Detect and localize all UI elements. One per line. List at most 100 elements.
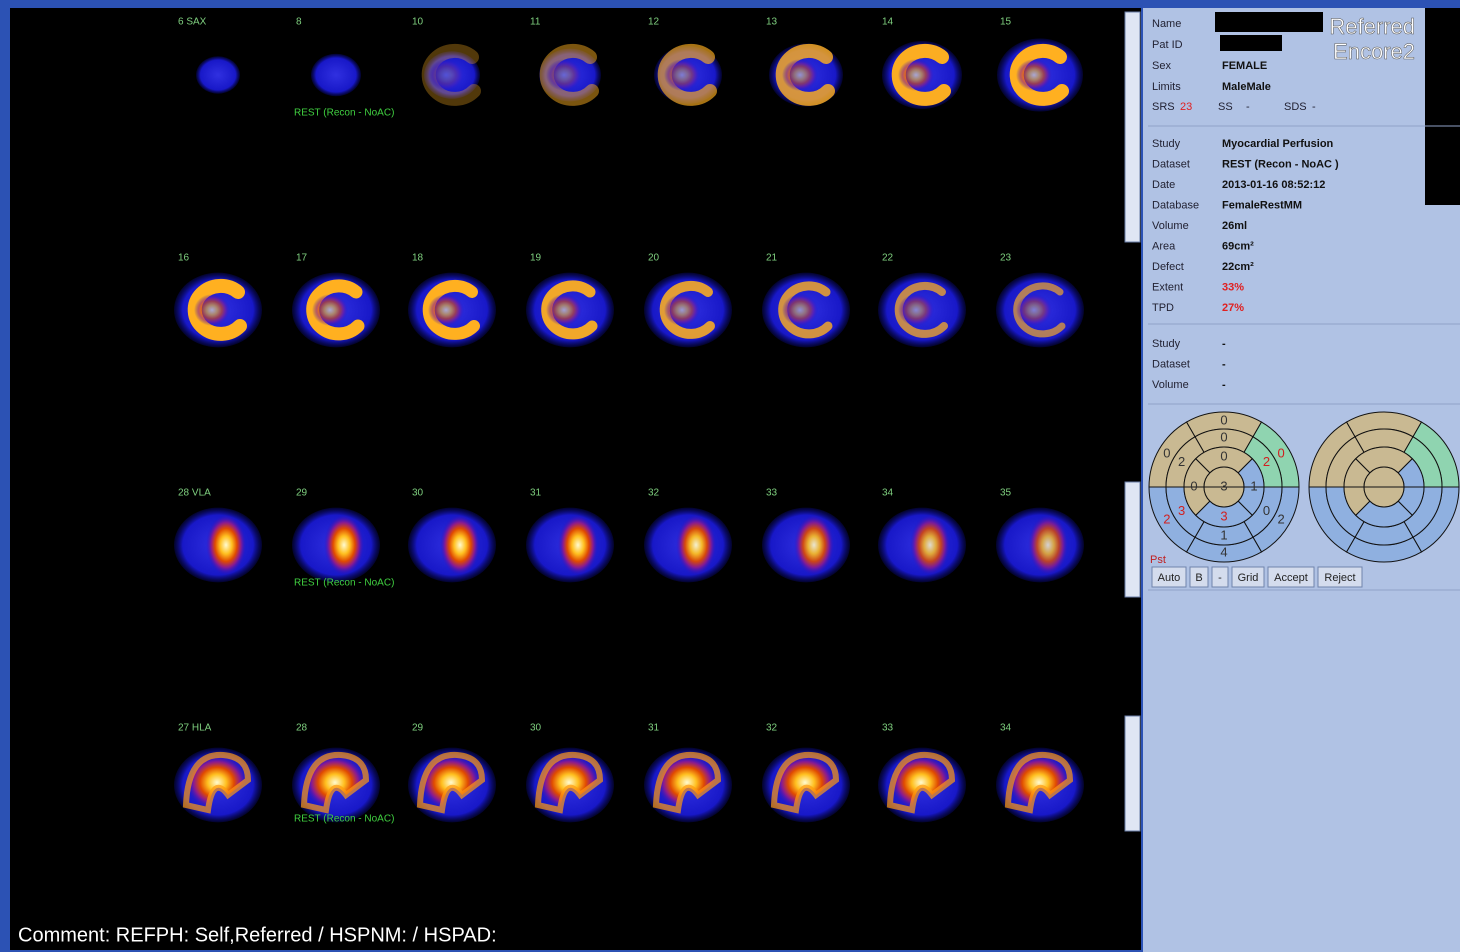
scrollbar[interactable] — [1124, 481, 1141, 598]
uptake-shape — [324, 515, 364, 575]
slice-uptake — [539, 43, 599, 106]
polar-score: 0 — [1163, 445, 1170, 460]
uptake-shape — [558, 515, 598, 575]
polar-score: 0 — [1220, 448, 1227, 463]
uptake-core — [664, 294, 700, 326]
slice-label: 28 VLA — [178, 488, 211, 499]
redacted-name — [1215, 12, 1323, 32]
slice-uptake — [652, 751, 722, 814]
slice-label: 33 — [882, 723, 894, 734]
field-value: Myocardial Perfusion — [1222, 138, 1334, 150]
field-label: Study — [1152, 338, 1181, 350]
slice-uptake — [422, 279, 480, 340]
comment: Comment: REFPH: Self,Referred / HSPNM: /… — [18, 924, 497, 946]
polar-score: 4 — [1220, 544, 1227, 559]
slice-label: 20 — [648, 253, 660, 264]
slice-label: 30 — [412, 488, 424, 499]
button[interactable] — [1231, 566, 1265, 588]
slice-uptake — [440, 515, 480, 575]
scrollbar[interactable] — [1124, 715, 1141, 832]
field-label: Area — [1152, 240, 1176, 252]
slice-uptake — [1013, 282, 1066, 338]
score-value: - — [1312, 101, 1316, 113]
button[interactable] — [1267, 566, 1315, 588]
button-label[interactable]: Auto — [1158, 572, 1181, 584]
slice-label: 22 — [882, 253, 894, 264]
uptake-core — [546, 294, 582, 326]
slice-uptake — [657, 43, 717, 106]
field-label: Volume — [1152, 220, 1189, 232]
field-value: 2013-01-16 08:52:12 — [1222, 179, 1325, 191]
slice-label: 21 — [766, 253, 778, 264]
slice-label: 15 — [1000, 17, 1012, 28]
score-label: SS — [1218, 101, 1233, 113]
score-label: SDS — [1284, 101, 1307, 113]
polar-score: 0 — [1278, 445, 1285, 460]
uptake-shape — [1004, 751, 1074, 814]
slice-uptake — [534, 751, 604, 814]
button[interactable] — [1317, 566, 1363, 588]
field-value: 27% — [1222, 302, 1244, 314]
field-value: - — [1222, 358, 1226, 370]
field-label: Date — [1152, 179, 1175, 191]
uptake-core — [312, 294, 348, 326]
button-label[interactable]: Grid — [1238, 572, 1259, 584]
polar-score: 0 — [1263, 503, 1270, 518]
slice-uptake — [770, 751, 840, 814]
field-label: Defect — [1152, 261, 1184, 273]
uptake-shape — [300, 751, 370, 814]
uptake-core — [546, 59, 582, 91]
slice-label: 17 — [296, 253, 308, 264]
slice-uptake — [206, 515, 246, 575]
polar-score: 2 — [1278, 511, 1285, 526]
button[interactable] — [1189, 566, 1209, 588]
slice-uptake — [794, 515, 834, 575]
slice-label: 32 — [766, 723, 778, 734]
uptake-core — [428, 59, 464, 91]
polar-score: 0 — [1220, 412, 1227, 427]
button-label[interactable]: Reject — [1324, 572, 1355, 584]
field-value: 22cm² — [1222, 261, 1254, 273]
slice-uptake — [659, 280, 715, 339]
button-label[interactable]: Accept — [1274, 572, 1308, 584]
slice-label: 8 — [296, 17, 302, 28]
uptake-core — [428, 294, 464, 326]
slice-uptake — [886, 751, 956, 814]
polar-score: 2 — [1263, 454, 1270, 469]
slice-label: 23 — [1000, 253, 1012, 264]
uptake-core — [1016, 294, 1052, 326]
button-label[interactable]: - — [1218, 572, 1222, 584]
field-label: Name — [1152, 18, 1181, 30]
slice-label: 19 — [530, 253, 542, 264]
field-label: Volume — [1152, 379, 1189, 391]
uptake-shape — [770, 751, 840, 814]
scrollbar[interactable] — [1124, 11, 1141, 243]
slice-uptake — [676, 515, 716, 575]
field-label: Sex — [1152, 60, 1171, 72]
uptake-shape — [676, 515, 716, 575]
field-value: FEMALE — [1222, 60, 1267, 72]
button[interactable] — [1211, 566, 1229, 588]
slice-label: 18 — [412, 253, 424, 264]
slice-label: 27 HLA — [178, 723, 212, 734]
overlay-label: REST (Recon - NoAC) — [294, 108, 394, 119]
button[interactable] — [1151, 566, 1187, 588]
slice-label: 29 — [412, 723, 424, 734]
field-label: Dataset — [1152, 158, 1190, 170]
corner-box — [1425, 8, 1460, 205]
uptake-core — [664, 59, 700, 91]
field-value: MaleMale — [1222, 81, 1271, 93]
slice-uptake — [182, 751, 252, 814]
uptake-core — [1016, 59, 1052, 91]
field-value: 33% — [1222, 281, 1244, 293]
slice-label: 32 — [648, 488, 660, 499]
field-value: 69cm² — [1222, 240, 1254, 252]
button-label[interactable]: B — [1195, 572, 1202, 584]
slice-uptake — [421, 43, 481, 106]
uptake-shape — [886, 751, 956, 814]
polar-score: 1 — [1220, 527, 1227, 542]
uptake-shape — [206, 515, 246, 575]
slice-uptake — [187, 278, 247, 341]
uptake-core — [782, 59, 818, 91]
overlay-text: Referred — [1329, 14, 1415, 39]
